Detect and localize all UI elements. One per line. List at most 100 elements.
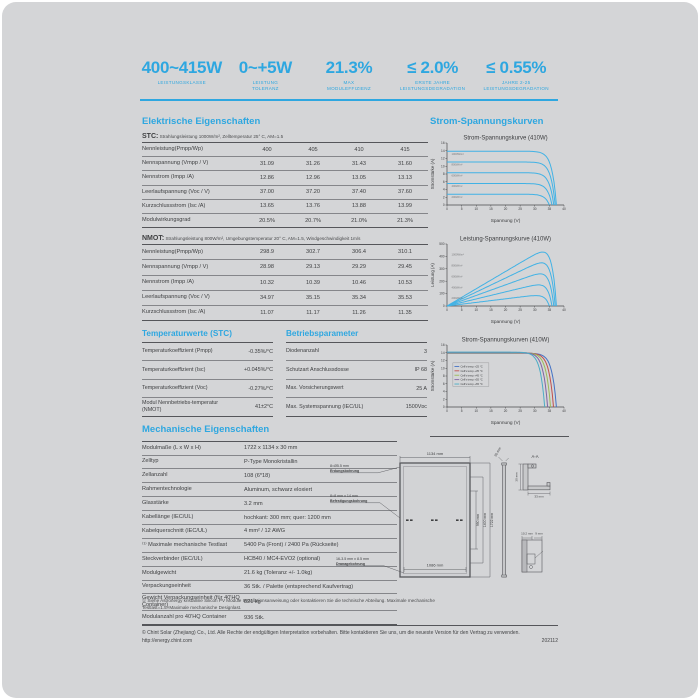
- row-value: 13.88: [352, 203, 366, 210]
- row-label: Nennstrom (Impp /A): [142, 279, 194, 286]
- row-label: Temperaturkoeffizient (Pmpp): [142, 348, 213, 355]
- svg-text:35: 35: [548, 308, 552, 312]
- svg-text:Strom-Spannungskurven (410W): Strom-Spannungskurven (410W): [462, 338, 550, 344]
- row-value: 35.34: [352, 294, 366, 301]
- row-value: 1500Vᴅᴄ: [405, 403, 427, 410]
- svg-text:6: 6: [443, 382, 445, 386]
- row-label: Kurzschlussstrom (Isc /A): [142, 202, 206, 209]
- table-row: Steckverbinder (IEC/UL) HCB40 / MC4-EVO2 …: [142, 553, 397, 567]
- copyright-text: © Chint Solar (Zhejiang) Co., Ltd. Alle …: [142, 630, 520, 636]
- spec-module-efficiency: 21.3% MAX MODULEFFIZIENZ: [307, 58, 391, 92]
- section-label: A-A: [532, 454, 539, 459]
- table-row: Schutzart Anschlussdosse IP 68: [286, 361, 427, 380]
- nmot-conditions: NMOT: Strahlungsleistung 800W/m², Umgebu…: [142, 235, 428, 242]
- svg-text:0: 0: [443, 203, 445, 207]
- svg-text:Spannung (V): Spannung (V): [491, 420, 521, 426]
- svg-text:10: 10: [441, 366, 445, 370]
- svg-text:Stromstärke (A): Stromstärke (A): [430, 360, 435, 391]
- svg-text:400: 400: [439, 255, 445, 259]
- svg-text:2: 2: [443, 397, 445, 401]
- row-label: Nennstrom (Impp /A): [142, 174, 194, 181]
- table-row: Temperaturkoeffizient (Voc) -0.27%/°C: [142, 380, 273, 399]
- spec-value: ≤ 0.55%: [486, 58, 547, 77]
- row-value: 25 A: [416, 385, 427, 392]
- svg-text:4: 4: [443, 390, 445, 394]
- ground-hole-leader: [330, 466, 401, 474]
- row-value: 12.96: [306, 174, 320, 181]
- row-value: 13.13: [398, 174, 412, 181]
- svg-text:600W/m²: 600W/m²: [452, 274, 463, 278]
- svg-text:200W/m²: 200W/m²: [452, 195, 463, 199]
- svg-text:40: 40: [562, 409, 566, 413]
- row-label: Temperaturkoeffizient (Voc): [142, 385, 208, 392]
- table-row: Modulwirkungsgrad 20.5% 20.7% 21.0% 21.3%: [142, 214, 428, 229]
- temperature-title: Temperaturwerte (STC): [142, 329, 232, 339]
- row-value: 37.20: [306, 189, 320, 196]
- svg-text:5: 5: [461, 308, 463, 312]
- row-label: Max. Systemspannung (IEC/UL): [286, 403, 364, 410]
- table-row: Max. Vorsicherungswert 25 A: [286, 380, 427, 399]
- row-value: 12.86: [260, 174, 274, 181]
- operating-title: Betriebsparameter: [286, 329, 359, 339]
- table-row: Leerlaufspannung (Voc / V) 37.00 37.20 37.4…: [142, 186, 428, 200]
- drain-hole-callout: Dranagebohrung: [336, 562, 365, 566]
- row-value: -0.27%/°C: [248, 385, 273, 392]
- spec-power-tolerance: 0~+5W LEISTUNG TOLERANZ: [224, 58, 308, 92]
- iv-curve-irradiance-chart: Strom-Spannungskurve (410W) Stromstärke (…: [430, 133, 570, 230]
- svg-text:25: 25: [518, 409, 522, 413]
- row-value: 37.40: [352, 189, 366, 196]
- spec-label: LEISTUNG TOLERANZ: [251, 80, 279, 92]
- footer-url: http://energy.chint.com: [142, 638, 193, 644]
- ground-hole-callout: Erdungsbohrung: [330, 469, 359, 473]
- nmot-label: NMOT:: [142, 235, 165, 243]
- table-row: Verpackungseinheit 36 Stk. / Palette (ent…: [142, 581, 397, 595]
- svg-text:10: 10: [474, 308, 478, 312]
- row-value: 405: [308, 146, 318, 153]
- row-value: 11.17: [306, 309, 320, 316]
- row-value: 3.2 mm: [244, 500, 263, 507]
- row-value: hochkant: 300 mm; quer: 1200 mm: [244, 514, 331, 521]
- row-value: -0.35%/°C: [248, 348, 273, 355]
- svg-text:Spannung (V): Spannung (V): [491, 319, 521, 325]
- svg-text:10: 10: [441, 164, 445, 168]
- row-value: 11.26: [352, 309, 366, 316]
- dimension-label: 990 mm: [476, 514, 480, 526]
- row-value: 11.07: [260, 309, 274, 316]
- table-row: Nennspannung (Vmpp / V) 28.98 29.13 29.29 29…: [142, 260, 428, 276]
- dimension-label: 1722 mm: [490, 513, 494, 527]
- footer: © Chint Solar (Zhejiang) Co., Ltd. Alle …: [142, 625, 558, 644]
- svg-text:5: 5: [461, 207, 463, 211]
- svg-text:20: 20: [504, 409, 508, 413]
- row-value: 415: [400, 146, 410, 153]
- mounting-hole-leader: [330, 502, 401, 519]
- mounting-slots: [406, 519, 463, 521]
- svg-text:4: 4: [443, 188, 445, 192]
- row-value: 13.05: [352, 174, 366, 181]
- svg-text:Cell's temp.+65 °C: Cell's temp.+65 °C: [460, 382, 482, 386]
- pv-curve-irradiance-chart: Leistung-Spannungskurve (410W) Leistung (…: [430, 234, 570, 331]
- row-value: 29.29: [352, 264, 366, 271]
- row-value: 306.4: [352, 249, 366, 256]
- row-value: 10.39: [306, 279, 320, 286]
- svg-text:16: 16: [441, 141, 445, 145]
- svg-text:400W/m²: 400W/m²: [452, 286, 463, 290]
- table-row: Temperaturkoeffizient (Pmpp) -0.35%/°C: [142, 343, 273, 362]
- svg-text:600W/m²: 600W/m²: [452, 173, 463, 177]
- dimension-label: 30 mm: [493, 446, 502, 457]
- svg-text:10: 10: [474, 207, 478, 211]
- table-row: Modulgewicht 21.6 kg (Toleranz +/- 1.0kg): [142, 567, 397, 581]
- row-value: 31.09: [260, 160, 274, 167]
- svg-text:800W/m²: 800W/m²: [452, 163, 463, 167]
- mechanical-section: Mechanische Eigenschaften Modulmaße (L x…: [142, 424, 428, 626]
- frame-drain-detail: [521, 536, 544, 573]
- section-divider: [430, 436, 569, 437]
- footer-doc-code: 202112: [541, 638, 558, 644]
- drain-hole-leader: [336, 565, 405, 574]
- row-value: 28.98: [260, 264, 274, 271]
- row-value: 298.9: [260, 249, 274, 256]
- svg-text:25: 25: [518, 207, 522, 211]
- row-value: 302.7: [306, 249, 320, 256]
- row-value: 21.0%: [351, 217, 367, 224]
- mechanical-drawing: 1134 mm 1086 mm 990 mm 1400 mm 1722 mm 3…: [330, 446, 551, 578]
